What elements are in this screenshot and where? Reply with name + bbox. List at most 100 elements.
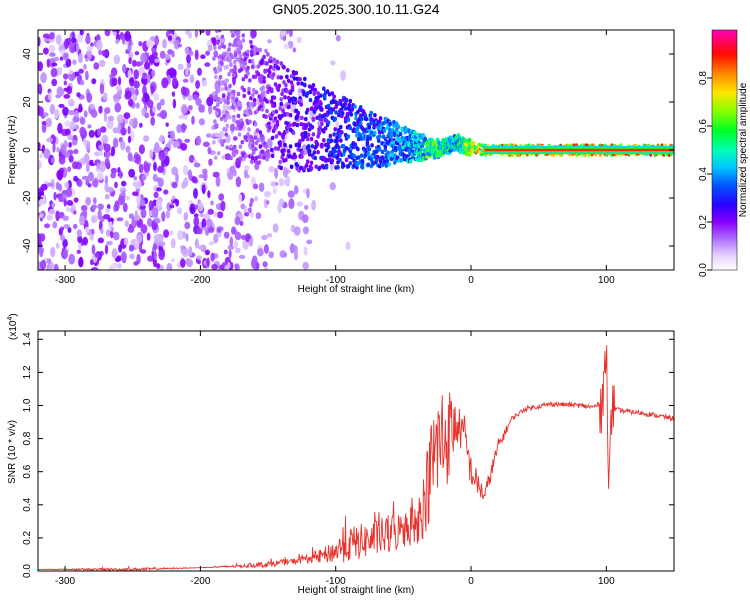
spectrogram-cell: [253, 122, 258, 127]
spectrogram-cell: [68, 253, 76, 265]
spectrogram-cell: [214, 74, 218, 80]
spectrogram-cell: [116, 263, 122, 269]
spectrogram-cell: [400, 135, 405, 141]
spectrogram-cell: [225, 64, 229, 70]
spectrogram-cell: [244, 212, 250, 217]
spectrogram-cell: [180, 104, 188, 115]
spectrogram-cell: [46, 58, 51, 68]
spectrogram-cell: [201, 79, 208, 88]
spectrogram-cell: [296, 81, 301, 86]
spectrogram-cell: [128, 244, 135, 252]
snr-series-line: [38, 345, 674, 571]
spectrogram-cell: [208, 241, 215, 246]
spectrogram-cell: [300, 115, 304, 121]
spectrogram-cell: [368, 136, 373, 141]
spectrogram-cell: [158, 136, 165, 143]
spectrogram-cell: [234, 126, 239, 131]
spectrogram-cell: [77, 235, 83, 244]
spectrogram-cell: [229, 62, 233, 67]
spectrogram-cell: [214, 25, 218, 29]
spectrogram-cell: [316, 134, 320, 139]
spectrogram-cell: [222, 138, 227, 144]
spectrogram-cell: [160, 98, 165, 106]
spectrogram-cell: [38, 36, 41, 47]
spectrogram-cell: [357, 155, 361, 160]
spectrogram-cell: [264, 114, 268, 120]
spectrogram-cell: [124, 220, 129, 228]
spectrogram-cell: [213, 105, 217, 111]
spectrogram-cell: [58, 155, 66, 165]
spectrogram-cell: [343, 106, 348, 111]
spectrogram-cell: [234, 231, 242, 241]
spectrogram-cell: [268, 166, 275, 173]
spectrogram-cell: [83, 63, 87, 70]
y-tick-label: 0: [22, 147, 33, 153]
spectrogram-cell: [152, 105, 157, 113]
spectrogram-cell: [169, 204, 175, 209]
spectrogram-cell: [377, 134, 382, 139]
spectrogram-cell: [266, 200, 270, 205]
spectrogram-cell: [279, 250, 287, 258]
spectrogram-cell: [81, 175, 90, 181]
spectrogram-cell: [343, 101, 348, 106]
spectrogram-cell: [227, 92, 231, 97]
spectrogram-cell: [266, 149, 270, 154]
spectrogram-cell: [398, 131, 403, 137]
spectrogram-cell: [213, 233, 219, 244]
spectrogram-cell: [269, 99, 274, 104]
spectrogram-cell: [272, 95, 277, 100]
spectrogram-cell: [99, 161, 106, 173]
spectrogram-cell: [290, 85, 295, 90]
spectrogram-cell: [48, 208, 56, 215]
spectrogram-cell: [240, 140, 245, 145]
spectrogram-cell: [62, 193, 68, 200]
y-tick-label: 1.4: [22, 332, 33, 346]
spectrogram-cell: [239, 220, 244, 226]
spectrogram-cell: [143, 163, 151, 173]
snr-y-axis-label: SNR (10 * v/v): [7, 420, 18, 484]
spectrogram-cell: [255, 128, 260, 133]
spectrogram-cell: [285, 30, 290, 35]
spectrogram-cell: [215, 96, 220, 102]
spectrogram-cell: [340, 70, 347, 81]
spectrogram-cell: [225, 145, 229, 150]
spectrogram-cell: [153, 251, 157, 261]
spectrogram-cell: [585, 143, 589, 147]
spectrogram-cell: [223, 82, 228, 87]
spectrogram-cell: [76, 178, 83, 188]
spectrogram-cell: [393, 133, 397, 138]
spectrogram-cell: [170, 130, 176, 141]
spectrogram-cell: [147, 217, 153, 227]
spectrogram-cell: [54, 108, 60, 119]
spectrogram-cell: [221, 93, 226, 99]
spectrogram-cell: [91, 228, 95, 235]
spectrogram-cell: [140, 52, 148, 63]
y-tick-label: 1.0: [22, 398, 33, 412]
spectrogram-cell: [214, 155, 218, 160]
spectrogram-y-axis-label: Frequency (Hz): [7, 116, 18, 185]
spectrogram-cell: [77, 52, 83, 64]
spectrogram-cell: [264, 191, 271, 198]
spectrogram-cell: [132, 181, 137, 187]
spectrogram-cell: [302, 226, 309, 235]
spectrogram-cell: [88, 159, 95, 166]
spectrogram-cell: [227, 72, 231, 77]
spectrogram-cell: [619, 143, 623, 147]
spectrogram-cell: [229, 236, 234, 247]
spectrogram-cell: [268, 70, 272, 75]
spectrogram-cell: [138, 144, 145, 155]
spectrogram-cell: [180, 258, 186, 268]
spectrogram-cell: [156, 102, 162, 111]
spectrogram-cell: [207, 208, 214, 215]
spectrogram-cell: [69, 207, 75, 213]
spectrogram-cell: [182, 78, 189, 83]
spectrogram-cell: [76, 249, 82, 254]
spectrogram-cell: [171, 258, 175, 263]
spectrogram-cell: [322, 86, 326, 91]
spectrogram-cell: [156, 187, 162, 192]
spectrogram-cell: [329, 182, 336, 191]
spectrogram-cell: [286, 68, 290, 73]
spectrogram-cell: [324, 165, 329, 170]
spectrogram-cell: [38, 142, 41, 151]
spectrogram-cell: [217, 25, 221, 29]
